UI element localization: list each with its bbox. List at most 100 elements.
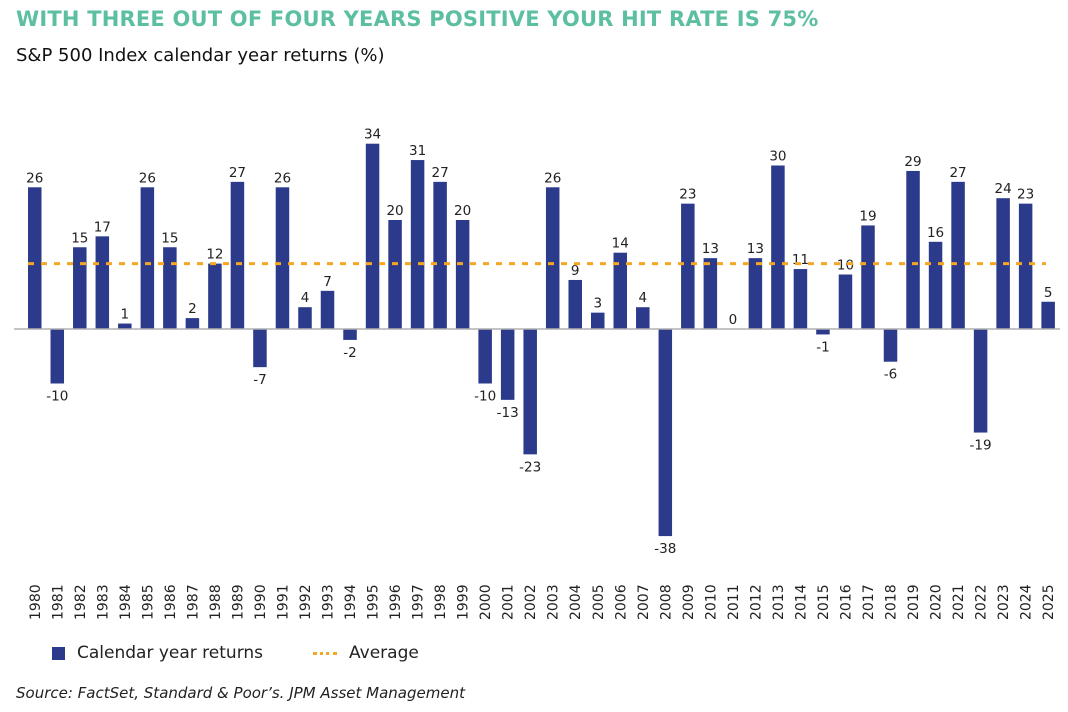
x-tick-2012: 2012 <box>748 584 764 620</box>
data-label-2005: 3 <box>593 296 602 312</box>
bar-2021 <box>951 181 965 329</box>
data-label-1986: 15 <box>161 230 178 246</box>
bar-chart: 26-1015171261521227-72647-23420312720-10… <box>14 127 1060 620</box>
x-tick-1994: 1994 <box>343 584 359 620</box>
bar-2012 <box>748 258 763 329</box>
data-label-1997: 31 <box>409 143 426 159</box>
data-label-2003: 26 <box>544 170 561 186</box>
data-label-1999: 20 <box>454 203 471 219</box>
x-tick-2007: 2007 <box>636 584 652 620</box>
x-tick-2006: 2006 <box>613 584 629 620</box>
data-label-1998: 27 <box>432 165 449 181</box>
bar-2016 <box>838 274 853 329</box>
data-label-2021: 27 <box>949 165 966 181</box>
data-label-1990: -7 <box>253 372 266 388</box>
bar-1988 <box>208 263 222 329</box>
data-label-2013: 30 <box>769 149 786 165</box>
bar-2017 <box>861 225 875 329</box>
bar-1983 <box>95 236 110 329</box>
bar-1984 <box>118 323 132 329</box>
bar-2003 <box>545 187 560 329</box>
data-label-1988: 12 <box>206 247 223 263</box>
bar-2015 <box>816 329 830 335</box>
data-label-1984: 1 <box>121 307 130 323</box>
bar-1992 <box>298 307 312 329</box>
data-label-2001: -13 <box>497 405 519 421</box>
bar-2002 <box>523 329 537 455</box>
data-label-1982: 15 <box>71 230 88 246</box>
x-tick-1981: 1981 <box>50 584 66 620</box>
chart-headline: WITH THREE OUT OF FOUR YEARS POSITIVE YO… <box>16 7 819 31</box>
source-note: Source: FactSet, Standard & Poor’s. JPM … <box>16 684 465 702</box>
data-label-2007: 4 <box>638 290 647 306</box>
data-label-1989: 27 <box>229 165 246 181</box>
x-tick-1999: 1999 <box>456 584 472 620</box>
x-tick-1987: 1987 <box>185 584 201 620</box>
bar-1986 <box>163 247 177 329</box>
bar-1996 <box>388 220 402 329</box>
bar-1980 <box>28 187 42 329</box>
bar-2020 <box>928 241 943 329</box>
bar-2018 <box>883 329 898 362</box>
x-tick-2002: 2002 <box>523 584 539 620</box>
bar-2013 <box>771 165 785 329</box>
x-tick-1995: 1995 <box>366 584 382 620</box>
x-tick-1988: 1988 <box>208 584 224 620</box>
bar-1985 <box>140 187 155 329</box>
bar-2009 <box>681 203 695 329</box>
x-tick-1992: 1992 <box>298 584 314 620</box>
bar-2001 <box>500 329 515 400</box>
x-tick-2014: 2014 <box>793 584 809 620</box>
bar-1982 <box>73 247 87 329</box>
data-label-2016: 10 <box>837 258 854 274</box>
data-label-2010: 13 <box>702 241 719 257</box>
x-tick-2015: 2015 <box>816 584 832 620</box>
x-tick-1989: 1989 <box>230 584 246 620</box>
data-label-1987: 2 <box>188 301 197 317</box>
data-label-1991: 26 <box>274 170 291 186</box>
x-tick-2018: 2018 <box>884 584 900 620</box>
data-label-1993: 7 <box>323 274 332 290</box>
data-label-2002: -23 <box>519 459 541 475</box>
x-tick-1983: 1983 <box>95 584 111 620</box>
legend-average-swatch <box>313 651 338 655</box>
x-tick-2021: 2021 <box>951 584 967 620</box>
x-tick-2024: 2024 <box>1019 584 1035 620</box>
x-tick-1990: 1990 <box>253 584 269 620</box>
bar-1987 <box>185 318 200 329</box>
x-tick-2013: 2013 <box>771 584 787 620</box>
x-tick-2009: 2009 <box>681 584 697 620</box>
data-label-1980: 26 <box>26 170 43 186</box>
x-tick-2003: 2003 <box>546 584 562 620</box>
data-label-1996: 20 <box>386 203 403 219</box>
x-tick-1997: 1997 <box>411 584 427 620</box>
data-label-2024: 23 <box>1017 187 1034 203</box>
data-label-1981: -10 <box>46 389 68 405</box>
data-label-2012: 13 <box>747 241 764 257</box>
data-label-1985: 26 <box>139 170 156 186</box>
bar-2006 <box>613 252 628 329</box>
bar-1998 <box>433 181 447 329</box>
x-tick-2008: 2008 <box>658 584 674 620</box>
x-tick-2004: 2004 <box>568 584 584 620</box>
x-axis-ticks-group: 1980 1981 1982 1983 1984 1985 1986 1987 1988 1989… <box>28 584 1057 620</box>
x-tick-1980: 1980 <box>28 584 44 620</box>
x-tick-2010: 2010 <box>703 584 719 620</box>
data-label-2022: -19 <box>970 438 992 454</box>
x-tick-2022: 2022 <box>974 584 990 620</box>
bar-2008 <box>658 329 673 537</box>
data-label-2000: -10 <box>474 389 496 405</box>
data-label-2015: -1 <box>816 339 829 355</box>
legend-average-label: Average <box>349 643 419 663</box>
data-label-1994: -2 <box>343 345 356 361</box>
x-tick-2020: 2020 <box>929 584 945 620</box>
bar-2004 <box>568 279 582 329</box>
legend-bar-swatch <box>52 646 65 660</box>
x-tick-1986: 1986 <box>163 584 179 620</box>
data-label-2018: -6 <box>884 367 897 383</box>
chart-subtitle: S&P 500 Index calendar year returns (%) <box>16 45 385 66</box>
bar-1995 <box>365 143 380 329</box>
x-tick-1985: 1985 <box>140 584 156 620</box>
x-tick-1993: 1993 <box>321 584 337 620</box>
bar-2014 <box>793 269 808 329</box>
